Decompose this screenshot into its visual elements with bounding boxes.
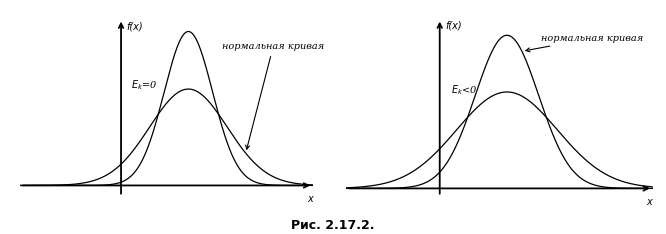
Text: f(x): f(x) bbox=[446, 20, 462, 30]
Text: нормальная кривая: нормальная кривая bbox=[526, 34, 643, 52]
Text: x: x bbox=[307, 194, 312, 204]
Text: f(x): f(x) bbox=[126, 22, 143, 32]
Text: Рис. 2.17.2.: Рис. 2.17.2. bbox=[291, 219, 375, 232]
Text: x: x bbox=[646, 197, 652, 207]
Text: $E_k$=0: $E_k$=0 bbox=[131, 79, 158, 92]
Text: нормальная кривая: нормальная кривая bbox=[222, 42, 324, 149]
Text: $E_k$<0: $E_k$<0 bbox=[451, 84, 478, 97]
